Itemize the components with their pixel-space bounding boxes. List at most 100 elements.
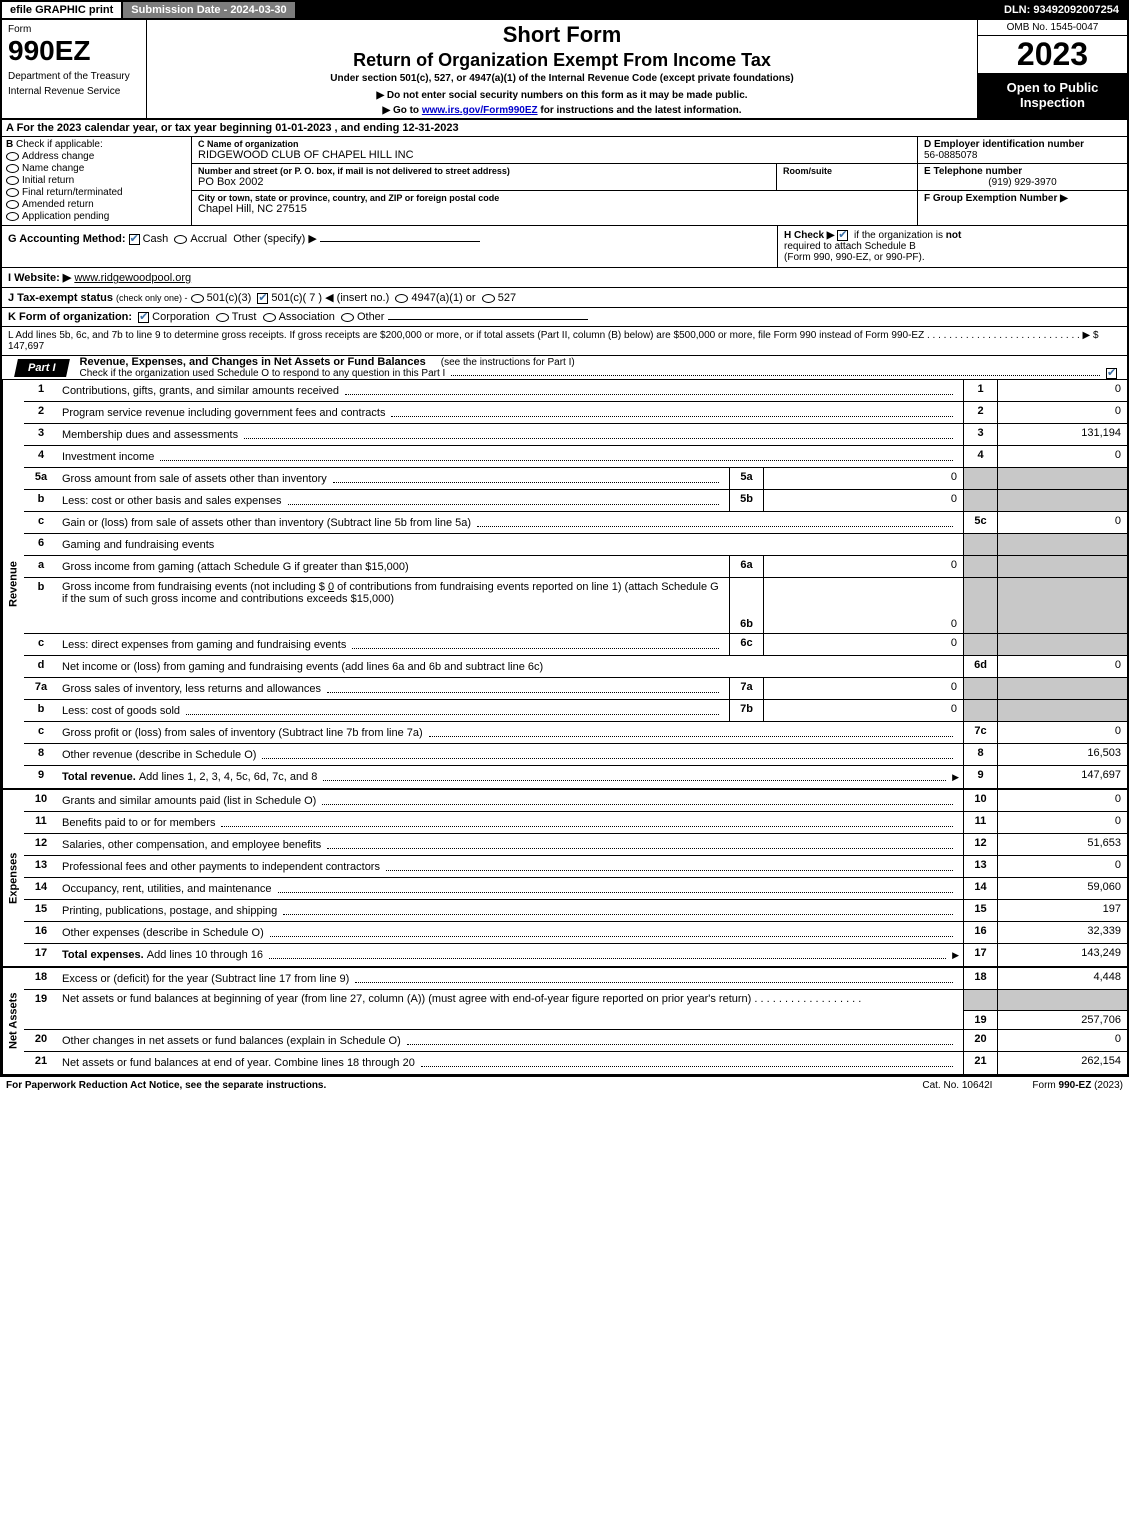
ln8-rval: 16,503 <box>997 744 1127 765</box>
chk-accrual[interactable] <box>174 235 187 244</box>
subtitle-section: Under section 501(c), 527, or 4947(a)(1)… <box>153 73 971 84</box>
ln7b-rval <box>997 700 1127 721</box>
form-number: 990EZ <box>8 35 140 67</box>
ln5c-num: c <box>24 512 58 533</box>
chk-other[interactable] <box>341 313 354 322</box>
org-name: RIDGEWOOD CLUB OF CHAPEL HILL INC <box>198 149 911 161</box>
h-not: not <box>946 230 962 241</box>
city-value: Chapel Hill, NC 27515 <box>198 203 911 215</box>
ln7c-rnum: 7c <box>963 722 997 743</box>
opt-501c3: 501(c)(3) <box>207 292 252 304</box>
opt-501c: 501(c)( 7 ) ◀ (insert no.) <box>271 292 389 304</box>
ln1-rnum: 1 <box>963 380 997 401</box>
line-6: 6 Gaming and fundraising events <box>24 534 1127 556</box>
ln9-rval: 147,697 <box>997 766 1127 788</box>
ln5a-sub: 5a <box>729 468 763 489</box>
goto-pre: ▶ Go to <box>382 105 421 116</box>
chk-initial-return[interactable]: Initial return <box>6 175 187 186</box>
ln11-desc: Benefits paid to or for members <box>62 817 215 829</box>
chk-501c[interactable] <box>257 293 268 304</box>
part1-header: Part I Revenue, Expenses, and Changes in… <box>0 356 1129 380</box>
ln19-rnum: 19 <box>964 1010 997 1029</box>
ln6-num: 6 <box>24 534 58 555</box>
chk-cash[interactable] <box>129 234 140 245</box>
ln9-rnum: 9 <box>963 766 997 788</box>
city-label: City or town, state or province, country… <box>198 193 911 203</box>
line-12: 12 Salaries, other compensation, and emp… <box>24 834 1127 856</box>
ln6d-rnum: 6d <box>963 656 997 677</box>
part1-title: Revenue, Expenses, and Changes in Net As… <box>68 356 426 368</box>
line-16: 16 Other expenses (describe in Schedule … <box>24 922 1127 944</box>
other-label: Other (specify) ▶ <box>233 233 317 245</box>
section-f: F Group Exemption Number ▶ <box>918 191 1127 206</box>
opt-other: Other <box>357 311 385 323</box>
irs-link[interactable]: www.irs.gov/Form990EZ <box>422 105 538 116</box>
room-block: Room/suite <box>777 164 917 190</box>
ln6c-sub: 6c <box>729 634 763 655</box>
chk-trust[interactable] <box>216 313 229 322</box>
ln4-rnum: 4 <box>963 446 997 467</box>
ln6d-num: d <box>24 656 58 677</box>
ln21-num: 21 <box>24 1052 58 1074</box>
chk-schedule-b-not-required[interactable] <box>837 230 848 241</box>
ln19-desc: Net assets or fund balances at beginning… <box>62 993 751 1005</box>
ln7b-sub: 7b <box>729 700 763 721</box>
ln2-rval: 0 <box>997 402 1127 423</box>
ln5b-desc: Less: cost or other basis and sales expe… <box>62 495 282 507</box>
chk-4947[interactable] <box>395 294 408 303</box>
line-5a: 5a Gross amount from sale of assets othe… <box>24 468 1127 490</box>
ln9-desc: Add lines 1, 2, 3, 4, 5c, 6d, 7c, and 8 <box>139 771 318 783</box>
group-exemption-label: F Group Exemption Number ▶ <box>924 193 1068 204</box>
ln7a-rval <box>997 678 1127 699</box>
ln12-rnum: 12 <box>963 834 997 855</box>
expenses-table: Expenses 10 Grants and similar amounts p… <box>0 790 1129 968</box>
revenue-table: Revenue 1 Contributions, gifts, grants, … <box>0 380 1129 790</box>
expenses-side-label: Expenses <box>2 790 24 966</box>
ln6-desc: Gaming and fundraising events <box>62 539 214 551</box>
ln6b-rnum <box>963 578 997 633</box>
chk-527[interactable] <box>482 294 495 303</box>
netassets-side-label: Net Assets <box>2 968 24 1074</box>
section-e: E Telephone number (919) 929-3970 <box>918 164 1127 191</box>
ln12-rval: 51,653 <box>997 834 1127 855</box>
ln5a-subval: 0 <box>763 468 963 489</box>
chk-final-return[interactable]: Final return/terminated <box>6 187 187 198</box>
ln20-rnum: 20 <box>963 1030 997 1051</box>
line-19: 19 Net assets or fund balances at beginn… <box>24 990 1127 1030</box>
chk-application-pending[interactable]: Application pending <box>6 211 187 222</box>
org-name-block: C Name of organization RIDGEWOOD CLUB OF… <box>192 137 917 164</box>
ln13-rnum: 13 <box>963 856 997 877</box>
section-g: G Accounting Method: Cash Accrual Other … <box>2 226 777 267</box>
chk-schedule-o-used[interactable] <box>1106 368 1117 379</box>
phone-label: E Telephone number <box>924 166 1121 177</box>
ln6d-desc: Net income or (loss) from gaming and fun… <box>62 661 543 673</box>
h-text1: H Check ▶ <box>784 230 834 241</box>
arrow-icon <box>952 771 959 783</box>
ln12-num: 12 <box>24 834 58 855</box>
other-specify-input[interactable] <box>320 241 480 242</box>
line-3: 3 Membership dues and assessments 3 131,… <box>24 424 1127 446</box>
ln7b-rnum <box>963 700 997 721</box>
ln6-rnum <box>963 534 997 555</box>
ln6b-amount: 0 <box>328 581 334 593</box>
chk-501c3[interactable] <box>191 294 204 303</box>
title-return: Return of Organization Exempt From Incom… <box>153 50 971 71</box>
street-label: Number and street (or P. O. box, if mail… <box>198 166 770 176</box>
chk-amended-return[interactable]: Amended return <box>6 199 187 210</box>
chk-address-change[interactable]: Address change <box>6 151 187 162</box>
line-8: 8 Other revenue (describe in Schedule O)… <box>24 744 1127 766</box>
chk-association[interactable] <box>263 313 276 322</box>
line-11: 11 Benefits paid to or for members 11 0 <box>24 812 1127 834</box>
ln5b-rnum <box>963 490 997 511</box>
website-value[interactable]: www.ridgewoodpool.org <box>74 272 191 284</box>
line-14: 14 Occupancy, rent, utilities, and maint… <box>24 878 1127 900</box>
chk-corporation[interactable] <box>138 312 149 323</box>
opt-527: 527 <box>498 292 516 304</box>
omb-number: OMB No. 1545-0047 <box>978 20 1127 36</box>
other-org-input[interactable] <box>388 319 588 320</box>
ln5c-desc: Gain or (loss) from sale of assets other… <box>62 517 471 529</box>
line-10: 10 Grants and similar amounts paid (list… <box>24 790 1127 812</box>
ln6a-desc: Gross income from gaming (attach Schedul… <box>62 561 409 573</box>
chk-name-change[interactable]: Name change <box>6 163 187 174</box>
ln7c-rval: 0 <box>997 722 1127 743</box>
